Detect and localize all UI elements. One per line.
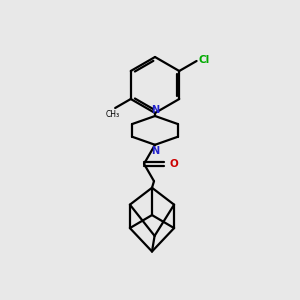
Text: N: N bbox=[151, 146, 159, 156]
Text: N: N bbox=[151, 105, 159, 115]
Text: O: O bbox=[169, 159, 178, 169]
Text: CH₃: CH₃ bbox=[106, 110, 120, 119]
Text: Cl: Cl bbox=[199, 55, 210, 65]
